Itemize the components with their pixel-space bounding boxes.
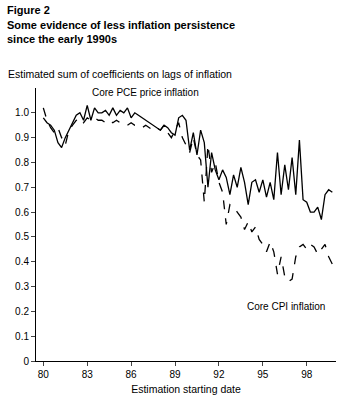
svg-text:0.7: 0.7 bbox=[15, 182, 29, 193]
svg-text:98: 98 bbox=[301, 369, 313, 380]
svg-text:0.9: 0.9 bbox=[15, 132, 29, 143]
svg-text:Core PCE price inflation: Core PCE price inflation bbox=[92, 87, 199, 98]
svg-text:0.8: 0.8 bbox=[15, 157, 29, 168]
svg-text:86: 86 bbox=[126, 369, 138, 380]
svg-text:Estimated sum of coefficients: Estimated sum of coefficients on lags of… bbox=[8, 68, 232, 80]
svg-text:0.4: 0.4 bbox=[15, 256, 29, 267]
svg-text:0.5: 0.5 bbox=[15, 231, 29, 242]
svg-text:89: 89 bbox=[169, 369, 181, 380]
svg-text:0.6: 0.6 bbox=[15, 207, 29, 218]
svg-text:Core CPI inflation: Core CPI inflation bbox=[247, 301, 325, 312]
svg-text:80: 80 bbox=[38, 369, 50, 380]
svg-text:83: 83 bbox=[82, 369, 94, 380]
svg-text:1.0: 1.0 bbox=[15, 107, 29, 118]
svg-text:0: 0 bbox=[23, 356, 29, 367]
svg-text:92: 92 bbox=[213, 369, 225, 380]
svg-text:0.2: 0.2 bbox=[15, 306, 29, 317]
svg-text:0.1: 0.1 bbox=[15, 331, 29, 342]
svg-text:Estimation starting date: Estimation starting date bbox=[131, 383, 241, 395]
svg-text:0.3: 0.3 bbox=[15, 281, 29, 292]
svg-text:95: 95 bbox=[257, 369, 269, 380]
svg-text:Figure 2Some evidence of less: Figure 2Some evidence of less inflation … bbox=[7, 4, 235, 45]
